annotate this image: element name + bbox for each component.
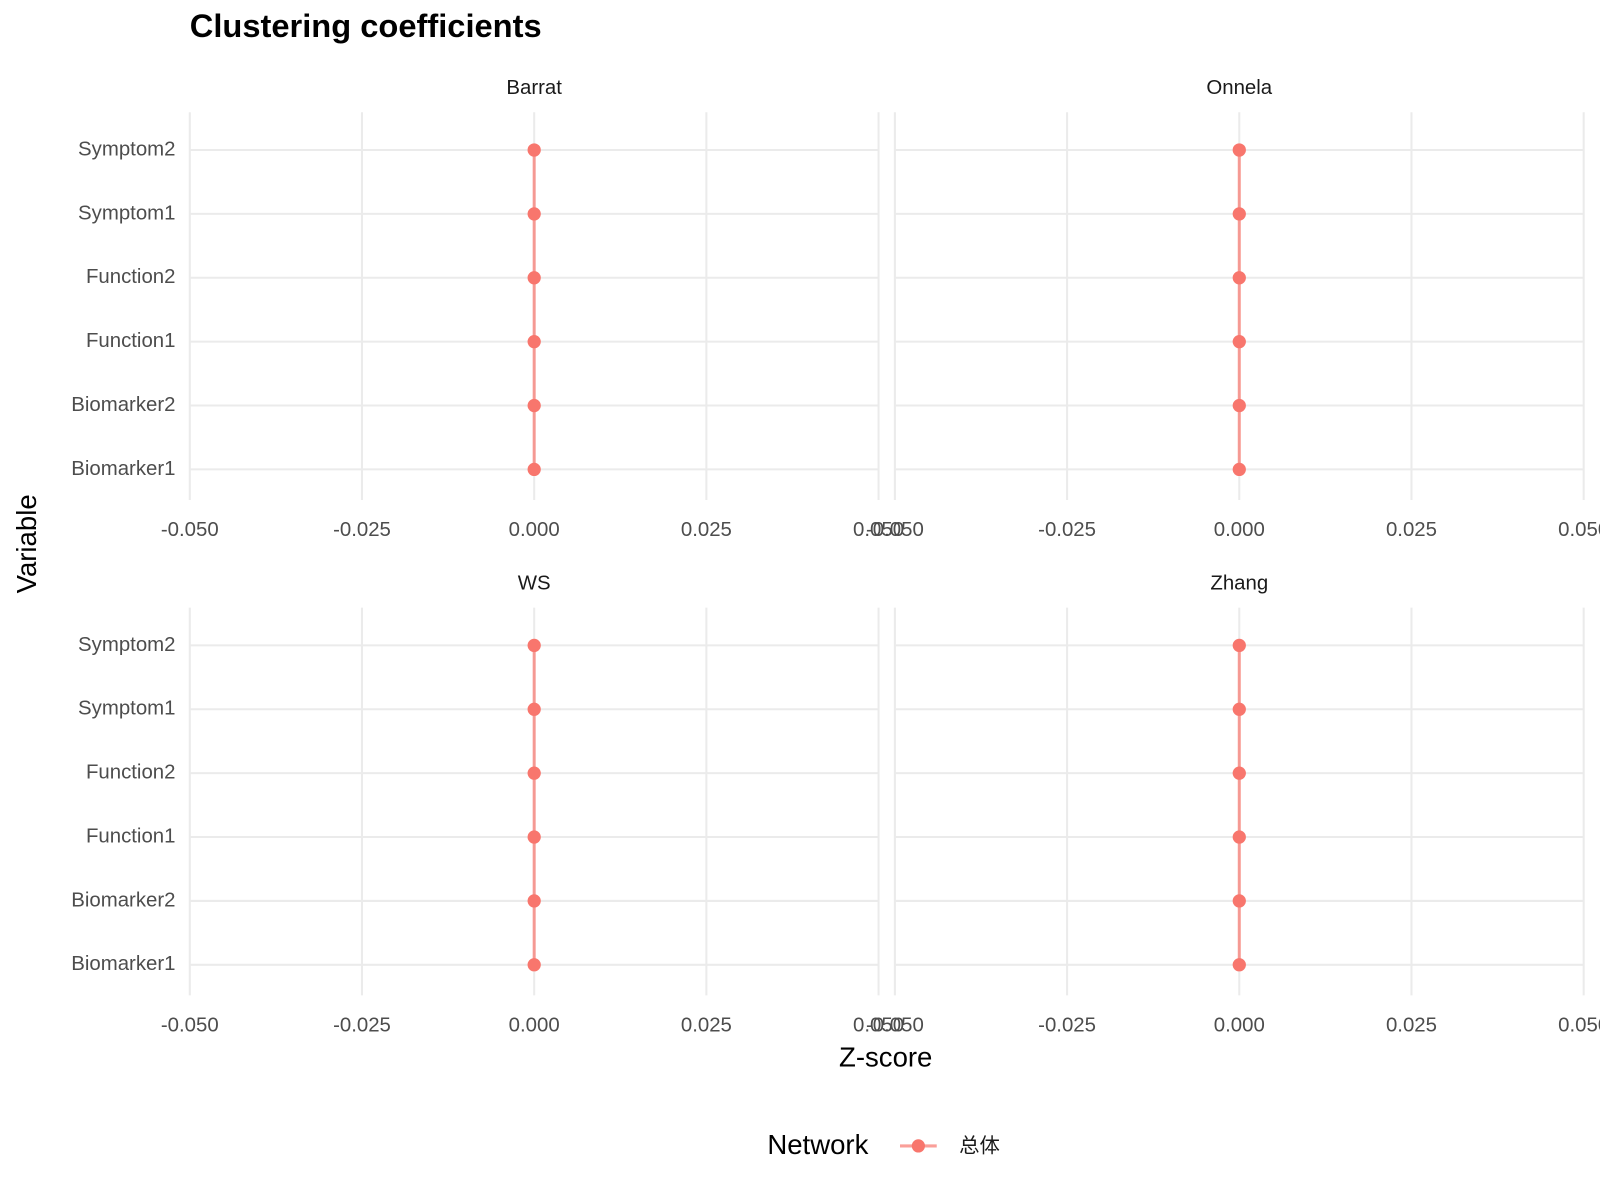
data-point [527,830,541,844]
data-point [527,702,541,716]
facet-title: WS [518,573,551,595]
legend-label: 总体 [959,1134,1000,1157]
data-point [1232,830,1246,844]
x-axis-label: Z-score [839,1041,932,1072]
x-tick-label: 0.025 [1386,1014,1437,1036]
y-tick-label: Function2 [86,762,176,784]
y-tick-label: Function1 [86,825,176,847]
x-tick-label: 0.050 [1558,1014,1600,1036]
y-tick-label: Biomarker1 [71,458,175,480]
data-point [527,143,541,157]
data-point [1232,143,1246,157]
x-tick-label: -0.050 [866,1014,924,1036]
x-tick-label: 0.000 [509,1014,560,1036]
facet-title: Barrat [506,77,562,99]
data-point [1232,207,1246,221]
x-tick-label: 0.000 [509,519,560,541]
x-tick-label: 0.000 [1214,519,1265,541]
data-point [527,894,541,908]
x-tick-label: 0.025 [681,1014,732,1036]
data-point [1232,894,1246,908]
y-tick-label: Biomarker2 [71,394,175,416]
y-tick-label: Symptom2 [78,634,175,656]
x-tick-label: 0.000 [1214,1014,1265,1036]
y-tick-label: Function2 [86,266,176,288]
y-axis-label: Variable [11,494,42,593]
data-point [1232,462,1246,477]
facet-title: Zhang [1210,573,1268,595]
x-tick-label: -0.050 [161,519,219,541]
x-tick-label: -0.050 [161,1014,219,1036]
data-point [1232,766,1246,780]
data-point [527,271,541,285]
chart-title: Clustering coefficients [190,7,542,44]
data-point [527,207,541,221]
y-tick-label: Biomarker2 [71,889,175,911]
data-point [527,335,541,349]
x-tick-label: 0.025 [1386,519,1437,541]
data-point [527,462,541,477]
x-tick-label: -0.025 [1038,519,1096,541]
y-tick-label: Symptom2 [78,138,175,160]
legend-title: Network [767,1129,868,1160]
facet-title: Onnela [1206,77,1272,99]
data-point [1232,958,1246,972]
x-tick-label: -0.025 [1038,1014,1096,1036]
y-tick-label: Symptom1 [78,202,175,224]
x-tick-label: 0.050 [1558,519,1600,541]
y-tick-label: Symptom1 [78,698,175,720]
data-point [1232,702,1246,716]
data-point [1232,271,1246,285]
data-point [527,766,541,780]
data-point [527,958,541,972]
legend-point [911,1139,925,1153]
x-tick-label: -0.050 [866,519,924,541]
x-tick-label: -0.025 [333,519,391,541]
y-tick-label: Biomarker1 [71,953,175,975]
data-point [1232,335,1246,349]
data-point [1232,398,1246,413]
y-tick-label: Function1 [86,330,176,352]
data-point [527,638,541,653]
x-tick-label: 0.050 [853,1014,904,1036]
x-tick-label: -0.025 [333,1014,391,1036]
x-tick-label: 0.050 [853,519,904,541]
data-point [527,398,541,413]
x-tick-label: 0.025 [681,519,732,541]
data-point [1232,638,1246,653]
